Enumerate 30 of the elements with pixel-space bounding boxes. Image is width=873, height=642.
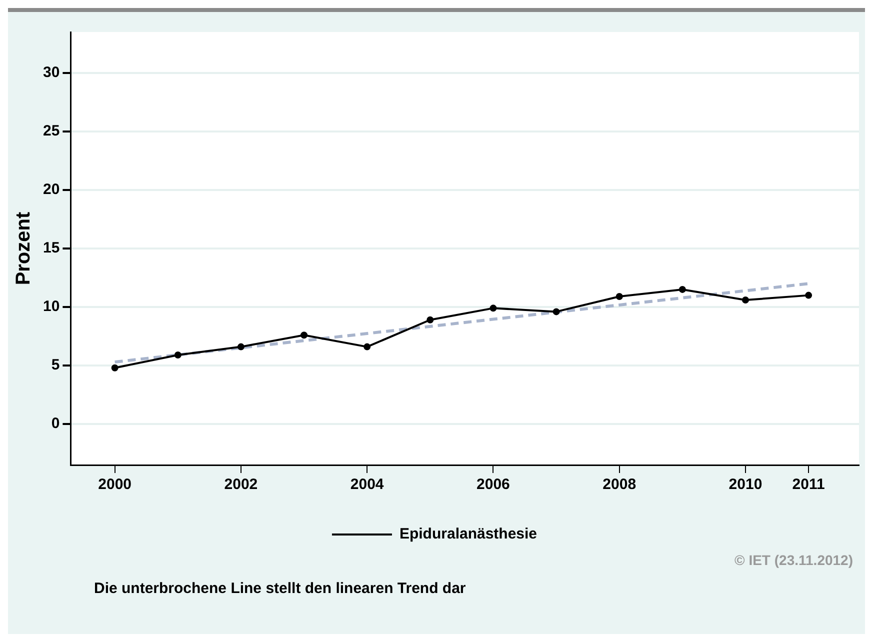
y-tick-label: 5 — [51, 356, 60, 374]
point — [300, 332, 308, 339]
x-tick-label: 2008 — [602, 476, 636, 494]
x-tick-label: 2010 — [728, 476, 762, 494]
y-tick-label: 20 — [42, 181, 60, 198]
y-tick-label: 0 — [51, 415, 60, 432]
y-tick-label: 30 — [42, 64, 60, 82]
y-tick-label: 25 — [42, 122, 60, 140]
text: Die unterbrochene Line stellt den linearen Trend dar — [93, 580, 467, 597]
point — [616, 292, 623, 300]
point — [742, 296, 749, 304]
y-axis-title: Prozent — [12, 211, 35, 286]
x-tick-label: 2011 — [792, 476, 825, 494]
point — [174, 351, 182, 358]
point — [426, 316, 434, 324]
y-tick-label: 15 — [42, 240, 60, 257]
x-tick-label: 2004 — [350, 476, 384, 494]
point — [111, 364, 118, 372]
text: © IET (23.11.2012) — [734, 552, 854, 568]
point — [805, 292, 812, 299]
x-tick-label: 2002 — [224, 476, 258, 494]
point — [364, 343, 371, 350]
y-tick-label: 10 — [42, 298, 60, 316]
x-tick-label: 2006 — [476, 476, 510, 494]
point — [490, 304, 497, 312]
legend-label: Epiduralanästhesie — [399, 526, 538, 543]
point — [552, 308, 560, 316]
point — [678, 286, 686, 293]
point — [237, 343, 244, 350]
x-tick-label: 2000 — [98, 476, 132, 494]
